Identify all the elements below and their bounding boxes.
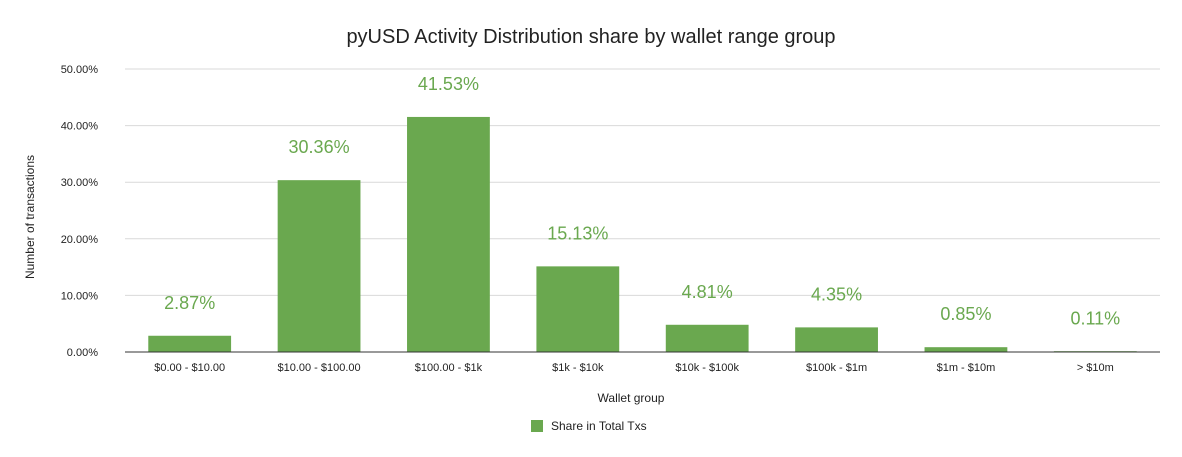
x-tick-label: $10.00 - $100.00	[277, 362, 360, 374]
data-label: 15.13%	[547, 223, 608, 243]
y-tick-label: 30.00%	[61, 177, 99, 189]
data-label: 30.36%	[289, 137, 350, 157]
y-tick-label: 0.00%	[67, 347, 98, 359]
y-tick-label: 10.00%	[61, 290, 99, 302]
x-tick-label: $100k - $1m	[806, 362, 867, 374]
data-label: 0.85%	[940, 304, 991, 324]
data-label: 4.81%	[682, 282, 733, 302]
x-tick-label: $100.00 - $1k	[415, 362, 483, 374]
x-tick-label: $0.00 - $10.00	[154, 362, 225, 374]
bar[interactable]	[148, 335, 232, 352]
bar[interactable]	[407, 116, 490, 352]
data-label: 2.87%	[164, 293, 215, 313]
data-labels: 2.87% 30.36% 41.53% 15.13% 4.81% 4.35% 0.85% 0.…	[164, 74, 1120, 328]
bars	[148, 116, 1137, 352]
x-axis-ticks: $0.00 - $10.00 $10.00 - $100.00 $100.00 - …	[154, 362, 1114, 374]
x-tick-label: $1k - $10k	[552, 362, 604, 374]
data-label: 4.35%	[811, 284, 862, 304]
bar[interactable]	[665, 324, 749, 352]
x-axis-label: Wallet group	[598, 391, 665, 405]
bar[interactable]	[924, 347, 1008, 352]
y-tick-label: 20.00%	[61, 234, 99, 246]
x-tick-label: > $10m	[1077, 362, 1114, 374]
x-tick-label: $10k - $100k	[675, 362, 739, 374]
y-axis-label: Number of transactions	[23, 155, 37, 279]
chart-title: pyUSD Activity Distribution share by wal…	[346, 26, 835, 48]
legend[interactable]: Share in Total Txs	[531, 419, 647, 433]
data-label: 41.53%	[418, 74, 479, 94]
bar[interactable]	[536, 266, 620, 352]
legend-label: Share in Total Txs	[551, 419, 647, 433]
y-axis-ticks: 0.00% 10.00% 20.00% 30.00% 40.00% 50.00%	[61, 64, 99, 359]
y-tick-label: 40.00%	[61, 121, 99, 133]
data-label: 0.11%	[1070, 308, 1120, 328]
y-tick-label: 50.00%	[61, 64, 99, 76]
x-tick-label: $1m - $10m	[937, 362, 996, 374]
bar[interactable]	[277, 180, 361, 352]
legend-swatch	[531, 420, 543, 432]
bar[interactable]	[795, 327, 878, 352]
